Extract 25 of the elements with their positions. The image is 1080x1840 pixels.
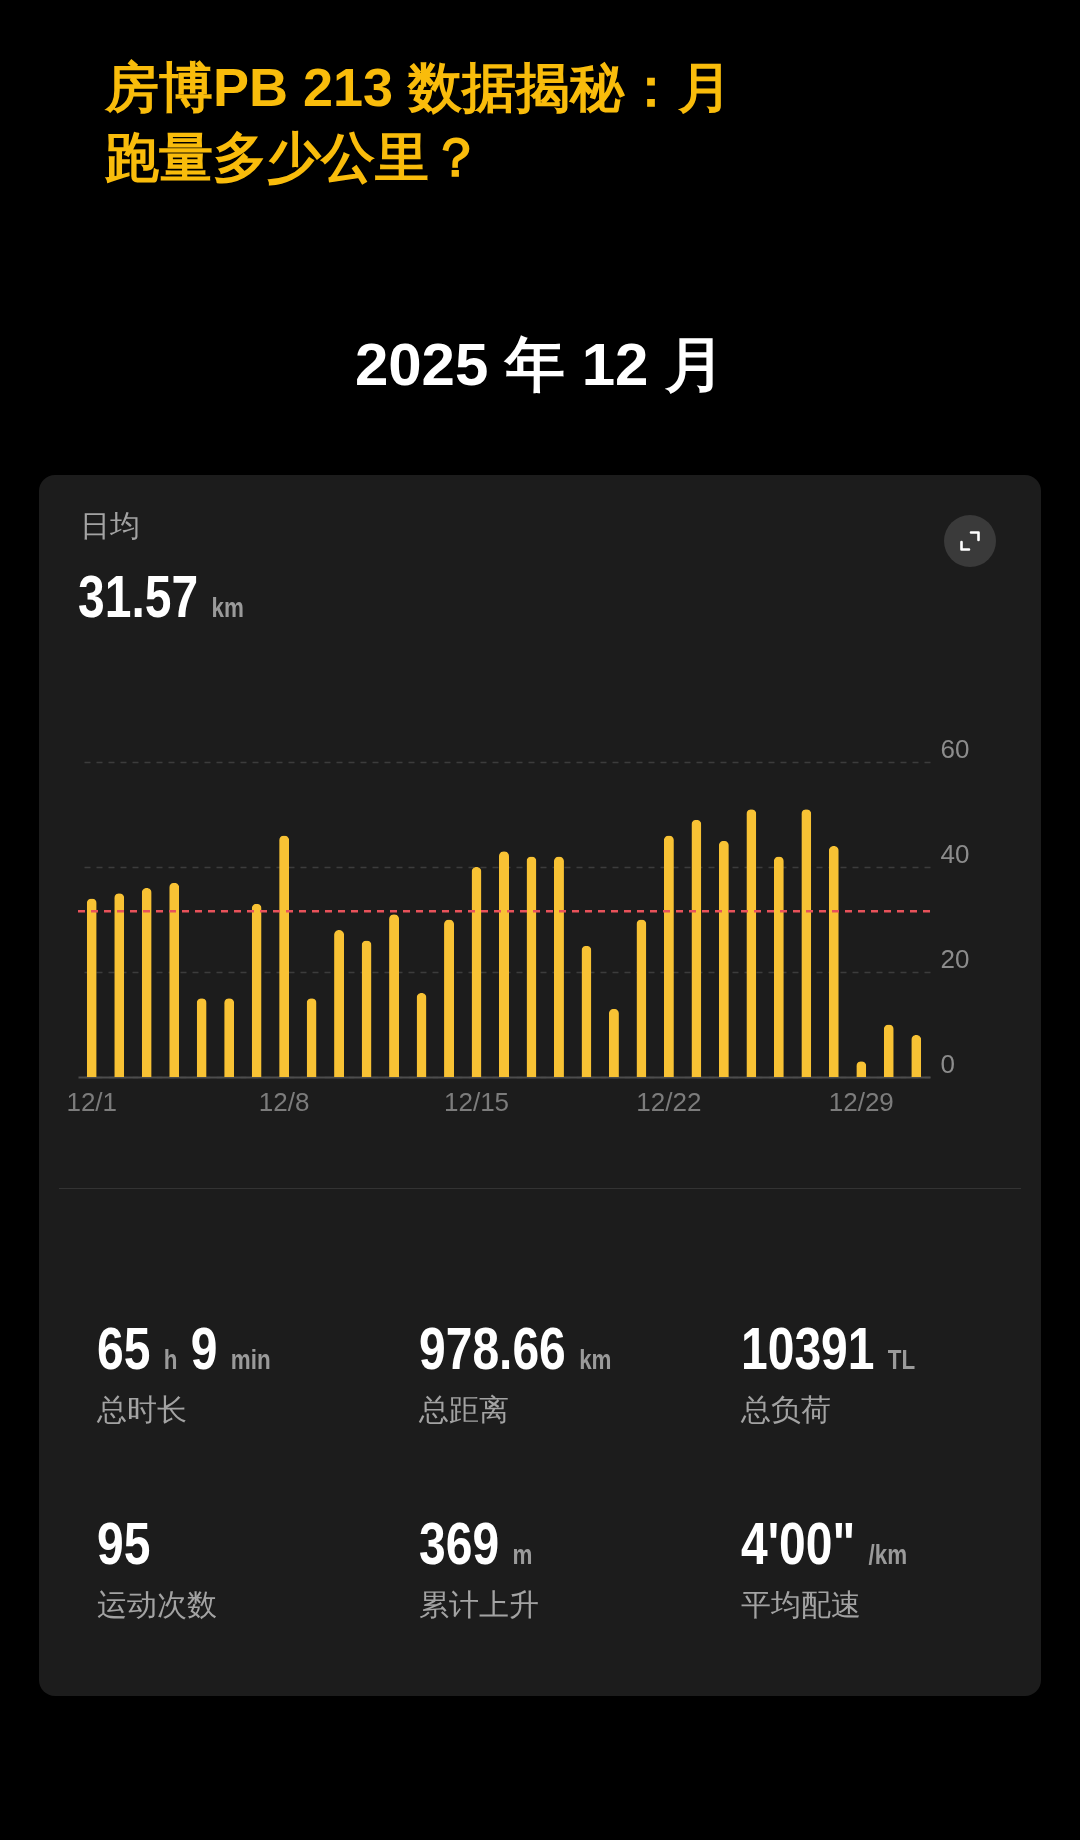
text: 总负荷 xyxy=(741,1392,831,1427)
x-tick-label: 12/22 xyxy=(636,1086,702,1117)
x-tick-label: 12/15 xyxy=(443,1086,510,1117)
text: 累计上升 xyxy=(419,1587,539,1622)
text: 95 xyxy=(97,1510,151,1577)
text: 日均 xyxy=(80,508,140,543)
x-tick-label: 12/29 xyxy=(828,1086,894,1117)
y-tick-label: 0 xyxy=(940,1048,955,1079)
text: 31.57 km xyxy=(78,563,244,630)
text: 10391 TL xyxy=(741,1315,916,1382)
y-tick-label: 20 xyxy=(940,943,970,974)
text: 65 h 9 min xyxy=(97,1315,271,1382)
x-tick-label: 12/8 xyxy=(258,1086,310,1117)
text: 总时长 xyxy=(97,1392,187,1427)
x-tick-label: 12/1 xyxy=(66,1086,118,1117)
text: 平均配速 xyxy=(741,1587,861,1622)
text: 运动次数 xyxy=(97,1587,217,1622)
y-tick-label: 60 xyxy=(940,733,970,764)
chart-title: 房博PB 213 数据揭秘：月跑量多少公里？ xyxy=(105,56,734,189)
text: 978.66 km xyxy=(419,1315,612,1382)
text: 总距离 xyxy=(419,1392,509,1427)
text: 369 m xyxy=(419,1510,533,1577)
y-tick-label: 40 xyxy=(940,838,970,869)
chart-subtitle: 2025 年 12 月 xyxy=(353,330,727,400)
text: 4'00" /km xyxy=(741,1510,908,1577)
